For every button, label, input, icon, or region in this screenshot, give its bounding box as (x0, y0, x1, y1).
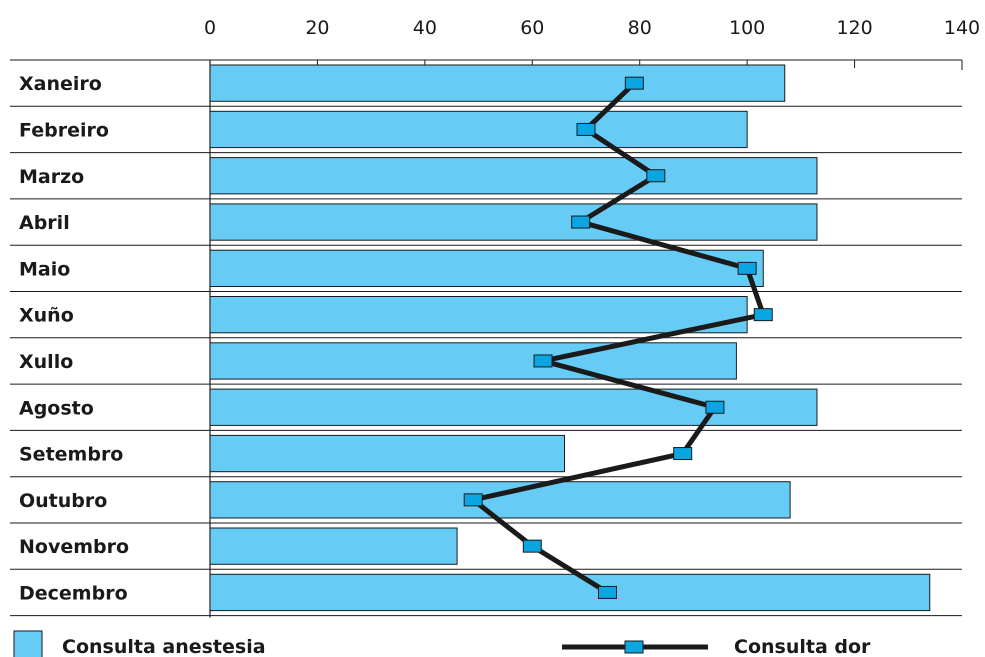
x-tick-label: 0 (204, 17, 216, 39)
bar (210, 343, 736, 379)
category-label: Xuño (19, 305, 74, 327)
line-point (598, 586, 616, 598)
category-label: Novembro (19, 536, 129, 558)
x-tick-label: 60 (520, 17, 544, 39)
line-point (572, 216, 590, 228)
bar (210, 65, 785, 101)
category-label: Decembro (19, 582, 128, 604)
category-label: Xullo (19, 351, 73, 373)
legend-swatch-bar (14, 631, 42, 657)
category-label: Agosto (19, 397, 94, 419)
x-tick-label: 20 (305, 17, 329, 39)
bar (210, 574, 930, 610)
bar (210, 204, 817, 240)
legend: Consulta anestesia Consulta dor (14, 631, 871, 657)
category-label: Abril (19, 212, 70, 234)
line-point (754, 309, 772, 321)
legend-label-bar: Consulta anestesia (62, 636, 266, 657)
category-label: Setembro (19, 444, 123, 466)
x-tick-label: 100 (729, 17, 765, 39)
category-label: Xaneiro (19, 73, 102, 95)
bar (210, 297, 747, 333)
category-label: Maio (19, 258, 70, 280)
legend-marker (625, 641, 643, 653)
line-point (577, 123, 595, 135)
bar (210, 158, 817, 194)
bar (210, 111, 747, 147)
category-label: Febreiro (19, 119, 109, 141)
x-tick-label: 120 (836, 17, 872, 39)
line-point (674, 448, 692, 460)
x-tick-label: 40 (413, 17, 437, 39)
line-point (738, 262, 756, 274)
line-point (706, 401, 724, 413)
bar (210, 482, 790, 518)
category-label: Marzo (19, 166, 84, 188)
bar (210, 435, 565, 471)
line-point (625, 77, 643, 89)
x-tick-label: 140 (944, 17, 980, 39)
legend-label-line: Consulta dor (734, 636, 871, 657)
x-tick-label: 80 (628, 17, 652, 39)
line-point (523, 540, 541, 552)
bar (210, 389, 817, 425)
category-label: Outubro (19, 490, 107, 512)
bar (210, 250, 763, 286)
line-point (534, 355, 552, 367)
line-point (647, 170, 665, 182)
bar (210, 528, 457, 564)
line-point (464, 494, 482, 506)
